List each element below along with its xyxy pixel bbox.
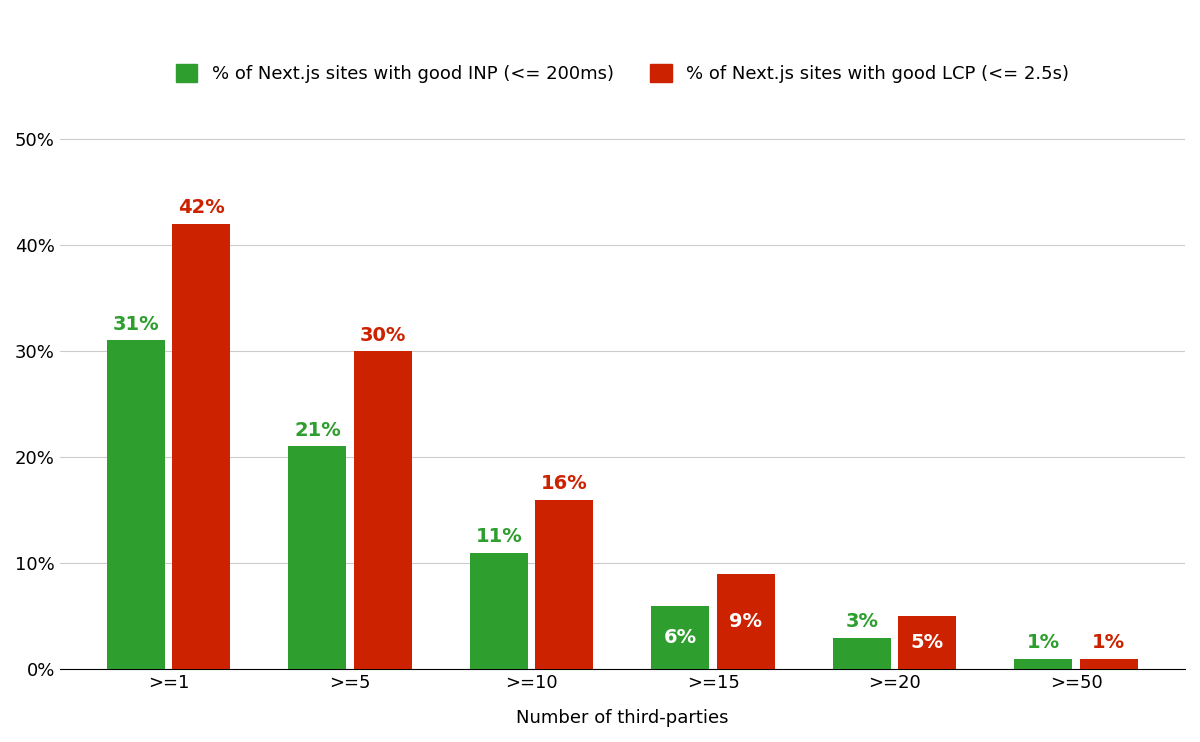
- X-axis label: Number of third-parties: Number of third-parties: [516, 709, 728, 727]
- Text: 9%: 9%: [730, 612, 762, 631]
- Bar: [1080, 659, 1138, 669]
- Bar: [470, 553, 528, 669]
- Text: 1%: 1%: [1092, 634, 1126, 652]
- Bar: [899, 617, 956, 669]
- Bar: [716, 574, 775, 669]
- Text: 30%: 30%: [360, 326, 406, 344]
- Text: 21%: 21%: [294, 421, 341, 440]
- Bar: [1014, 659, 1073, 669]
- Text: 11%: 11%: [475, 528, 522, 546]
- Text: 31%: 31%: [113, 315, 160, 334]
- Bar: [535, 499, 593, 669]
- Bar: [288, 447, 347, 669]
- Text: 5%: 5%: [911, 634, 944, 652]
- Text: 42%: 42%: [178, 198, 224, 217]
- Text: 16%: 16%: [541, 474, 588, 493]
- Bar: [833, 637, 890, 669]
- Text: 3%: 3%: [846, 612, 878, 631]
- Bar: [652, 605, 709, 669]
- Bar: [173, 223, 230, 669]
- Text: 1%: 1%: [1027, 634, 1060, 652]
- Text: 6%: 6%: [664, 628, 697, 647]
- Bar: [354, 351, 412, 669]
- Bar: [107, 341, 166, 669]
- Legend: % of Next.js sites with good INP (<= 200ms), % of Next.js sites with good LCP (<: % of Next.js sites with good INP (<= 200…: [167, 55, 1078, 92]
